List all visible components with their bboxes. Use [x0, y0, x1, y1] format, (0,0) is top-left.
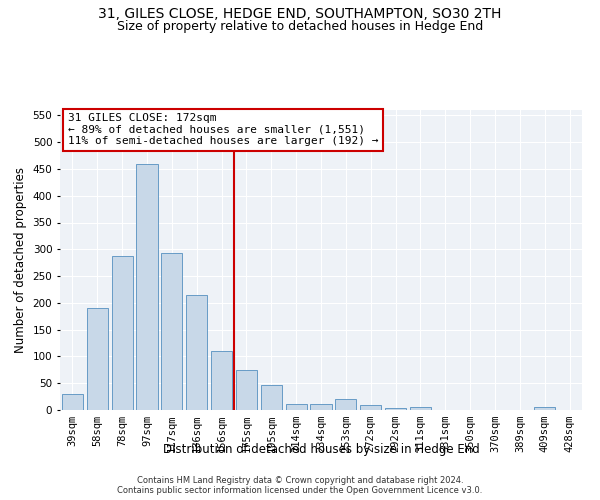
- Bar: [136, 164, 158, 410]
- Bar: [310, 404, 332, 410]
- Text: Size of property relative to detached houses in Hedge End: Size of property relative to detached ho…: [117, 20, 483, 33]
- Bar: [385, 408, 406, 410]
- Text: 31 GILES CLOSE: 172sqm
← 89% of detached houses are smaller (1,551)
11% of semi-: 31 GILES CLOSE: 172sqm ← 89% of detached…: [68, 113, 379, 146]
- Bar: [112, 256, 133, 410]
- Bar: [236, 370, 257, 410]
- Bar: [161, 253, 182, 410]
- Bar: [211, 351, 232, 410]
- Bar: [534, 408, 555, 410]
- Bar: [261, 385, 282, 410]
- Bar: [62, 394, 83, 410]
- Bar: [87, 308, 108, 410]
- Text: Contains public sector information licensed under the Open Government Licence v3: Contains public sector information licen…: [118, 486, 482, 495]
- Bar: [186, 296, 207, 410]
- Text: Distribution of detached houses by size in Hedge End: Distribution of detached houses by size …: [163, 442, 479, 456]
- Text: 31, GILES CLOSE, HEDGE END, SOUTHAMPTON, SO30 2TH: 31, GILES CLOSE, HEDGE END, SOUTHAMPTON,…: [98, 8, 502, 22]
- Bar: [335, 400, 356, 410]
- Bar: [360, 405, 381, 410]
- Bar: [286, 404, 307, 410]
- Y-axis label: Number of detached properties: Number of detached properties: [14, 167, 27, 353]
- Text: Contains HM Land Registry data © Crown copyright and database right 2024.: Contains HM Land Registry data © Crown c…: [137, 476, 463, 485]
- Bar: [410, 408, 431, 410]
